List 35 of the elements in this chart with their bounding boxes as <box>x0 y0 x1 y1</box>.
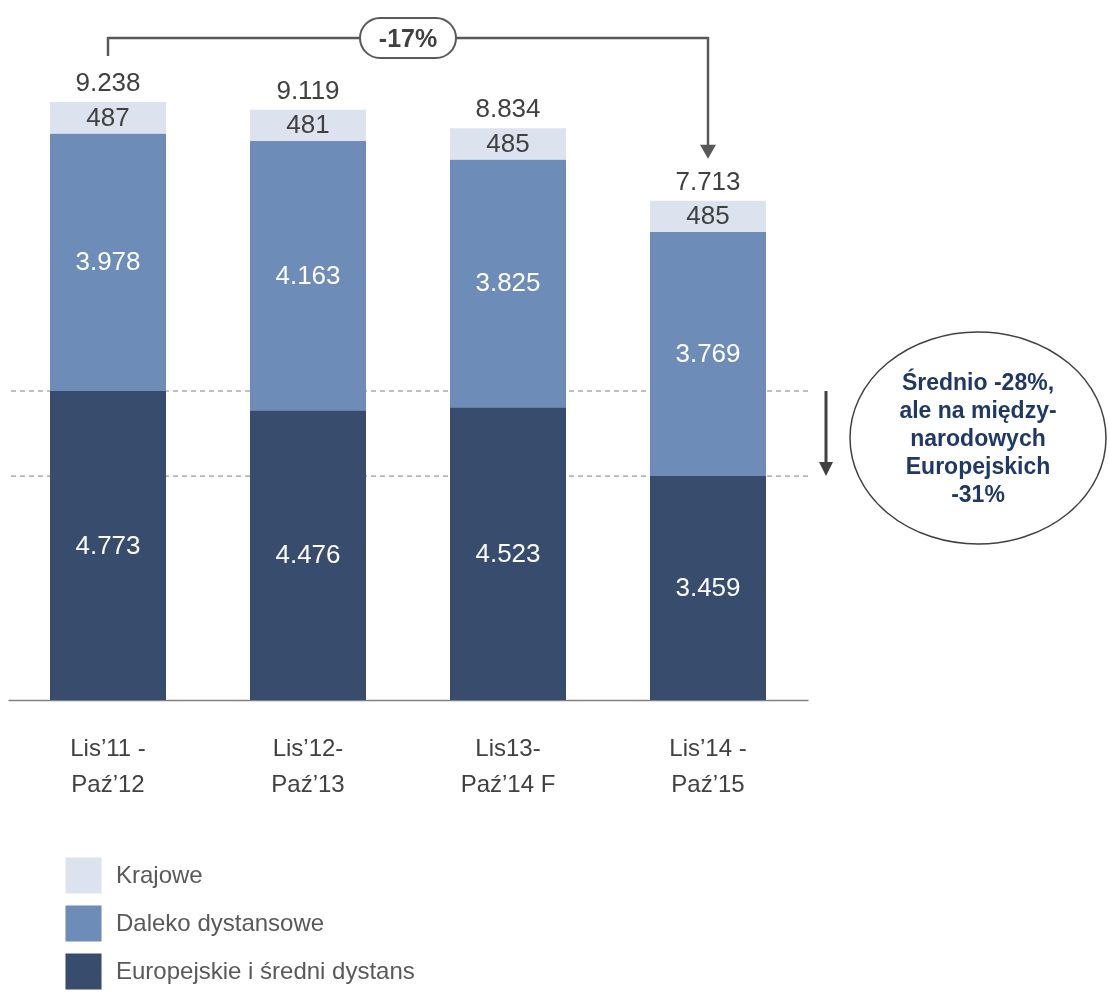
x-tick-label: Lis’14 - Paź’15 <box>669 733 747 797</box>
bar <box>450 407 566 700</box>
bar <box>250 140 366 411</box>
total-label: 9.119 <box>276 74 340 105</box>
bar <box>250 410 366 700</box>
data-label: 4.163 <box>275 259 341 290</box>
data-label: 3.978 <box>75 246 141 277</box>
bar <box>450 128 566 160</box>
total-label: 7.713 <box>675 165 741 196</box>
legend-label: Krajowe <box>116 860 203 888</box>
data-label: 485 <box>486 127 530 158</box>
legend-label: Daleko dystansowe <box>116 908 325 936</box>
data-label: 4.773 <box>75 529 141 560</box>
data-label: 3.769 <box>675 338 741 369</box>
data-label: 3.459 <box>675 572 741 603</box>
data-label: 4.523 <box>475 537 541 568</box>
data-label: 481 <box>286 109 330 140</box>
legend-label: Europejskie i średni dystans <box>116 956 415 984</box>
text: Średnio -28%, ale na między- narodowych Europejskich -31% <box>899 368 1057 507</box>
data-label: 487 <box>86 101 130 132</box>
bar <box>450 159 566 408</box>
text: -17% <box>378 24 438 52</box>
x-tick-label: Lis13- Paź’14 F <box>460 733 556 797</box>
bar <box>50 391 166 700</box>
bar <box>650 476 766 700</box>
x-tick-label: Lis’11 - Paź’12 <box>70 733 146 797</box>
total-label: 8.834 <box>475 93 541 124</box>
bar <box>50 133 166 392</box>
bar <box>650 232 766 477</box>
x-tick-label: Lis’12- Paź’13 <box>271 733 345 797</box>
data-label: 3.825 <box>475 267 541 298</box>
data-label: 485 <box>686 200 730 231</box>
data-label: 4.476 <box>275 539 341 570</box>
bar <box>50 102 166 134</box>
total-label: 9.238 <box>75 67 141 97</box>
